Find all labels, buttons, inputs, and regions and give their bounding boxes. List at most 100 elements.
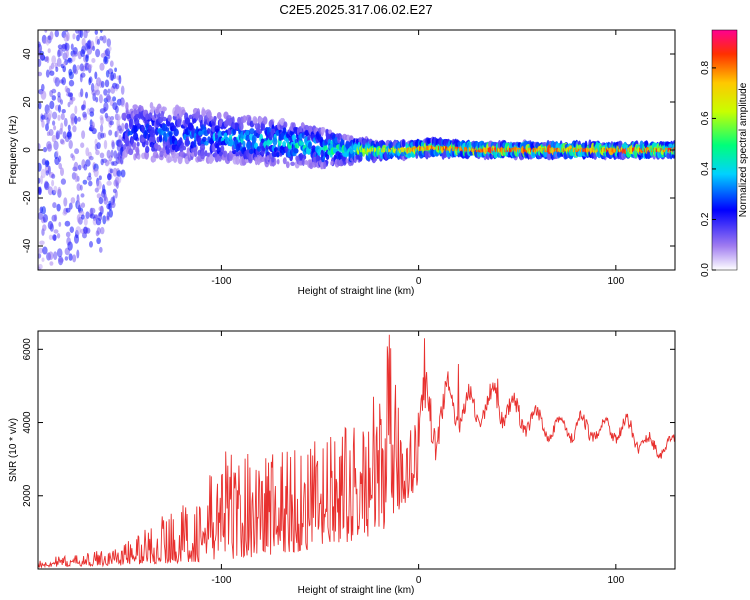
heatmap-cell xyxy=(330,160,334,166)
x-tick-label: -100 xyxy=(211,575,231,586)
heatmap-cell xyxy=(120,98,126,108)
heatmap-cell xyxy=(374,147,378,153)
heatmap-cell xyxy=(46,56,50,64)
heatmap-cell xyxy=(58,258,64,263)
heatmap-cell xyxy=(464,147,468,152)
x-tick-label: 0 xyxy=(416,575,422,586)
heatmap-cell xyxy=(65,49,69,59)
heatmap-cell xyxy=(87,63,93,69)
heatmap-cell xyxy=(152,137,156,144)
heatmap-cell xyxy=(401,139,406,148)
heatmap-cell xyxy=(165,127,170,132)
heatmap-cell xyxy=(282,127,287,134)
heatmap-cell xyxy=(92,22,97,29)
heatmap-cell xyxy=(323,161,327,170)
heatmap-cell xyxy=(38,162,42,172)
y-axis-label: Frequency (Hz) xyxy=(8,116,19,185)
heatmap-cell xyxy=(141,137,145,143)
heatmap-cell xyxy=(341,156,346,162)
heatmap-cell xyxy=(156,144,162,151)
heatmap-cell xyxy=(151,126,155,134)
heatmap-cell xyxy=(56,57,62,67)
heatmap-cell xyxy=(421,146,425,151)
heatmap-cell xyxy=(98,94,103,104)
heatmap-cell xyxy=(260,138,265,143)
heatmap-cell xyxy=(67,57,72,63)
heatmap-cell xyxy=(214,125,220,133)
heatmap-cell xyxy=(187,122,194,131)
heatmap-cell xyxy=(430,145,434,150)
heatmap-cell xyxy=(111,141,115,150)
heatmap-cell xyxy=(116,170,122,177)
heatmap-cell xyxy=(89,241,93,248)
heatmap-cell xyxy=(120,144,124,152)
heatmap-cell xyxy=(107,173,112,181)
heatmap-cell xyxy=(173,128,179,137)
heatmap-cell xyxy=(41,83,45,92)
heatmap-cell xyxy=(254,117,258,124)
heatmap-cell xyxy=(57,91,61,98)
x-tick-label: 100 xyxy=(607,276,624,287)
heatmap-cell xyxy=(86,40,92,50)
heatmap-cell xyxy=(211,121,216,127)
heatmap-cell xyxy=(542,142,547,147)
heatmap-cell xyxy=(103,88,108,96)
heatmap-cell xyxy=(523,147,527,153)
heatmap-cell xyxy=(68,140,73,149)
colorbar: 0.0 0.2 0.4 0.6 0.8 Normalized spectral … xyxy=(700,29,749,277)
heatmap-cell xyxy=(89,213,96,219)
heatmap-cell xyxy=(249,128,255,135)
heatmap-cell xyxy=(343,152,349,158)
heatmap-cell xyxy=(58,155,62,163)
heatmap-cell xyxy=(75,226,82,235)
heatmap-cell xyxy=(100,226,105,235)
colorbar-gradient xyxy=(711,29,738,271)
snr-plot-area xyxy=(38,331,675,569)
spectrogram-heatmap xyxy=(38,22,675,270)
heatmap-cell xyxy=(332,147,337,154)
heatmap-cell xyxy=(49,100,55,110)
heatmap-cell xyxy=(400,152,405,157)
heatmap-cell xyxy=(216,112,222,120)
heatmap-cell xyxy=(71,155,76,161)
heatmap-cell xyxy=(77,164,82,171)
heatmap-cell xyxy=(116,175,122,184)
heatmap-cell xyxy=(60,122,64,131)
heatmap-cell xyxy=(57,186,61,195)
heatmap-cell xyxy=(457,141,462,146)
heatmap-cell xyxy=(388,147,392,153)
heatmap-cell xyxy=(45,123,49,132)
heatmap-cell xyxy=(184,117,191,125)
heatmap-cell xyxy=(115,83,120,90)
heatmap-cell xyxy=(96,237,101,245)
heatmap-cell xyxy=(242,140,246,148)
heatmap-cell xyxy=(95,48,101,58)
heatmap-cell xyxy=(176,118,182,128)
heatmap-cell xyxy=(72,33,76,40)
heatmap-cell xyxy=(160,110,164,119)
colorbar-ticks xyxy=(712,67,716,271)
heatmap-cell xyxy=(93,167,99,178)
heatmap-cell xyxy=(69,92,73,101)
heatmap-cell xyxy=(110,116,115,121)
heatmap-cell xyxy=(362,147,366,153)
heatmap-cell xyxy=(100,132,105,139)
heatmap-cell xyxy=(91,121,95,131)
heatmap-cell xyxy=(109,168,114,174)
heatmap-cell xyxy=(85,91,88,99)
heatmap-cell xyxy=(60,99,63,105)
snr-panel: -100 0 100 2000 4000 6000 Height of stra… xyxy=(8,330,676,596)
heatmap-cell xyxy=(100,117,104,125)
heatmap-cell xyxy=(199,143,206,152)
heatmap-cell xyxy=(245,135,251,142)
heatmap-cell xyxy=(317,149,321,156)
heatmap-cell xyxy=(283,121,288,128)
heatmap-cell xyxy=(553,147,558,153)
heatmap-cell xyxy=(72,254,77,263)
heatmap-cell xyxy=(109,120,114,126)
heatmap-cell xyxy=(57,44,63,50)
heatmap-cell xyxy=(52,202,57,209)
heatmap-cell xyxy=(79,184,83,191)
heatmap-cell xyxy=(173,156,178,163)
heatmap-cell xyxy=(235,150,240,158)
